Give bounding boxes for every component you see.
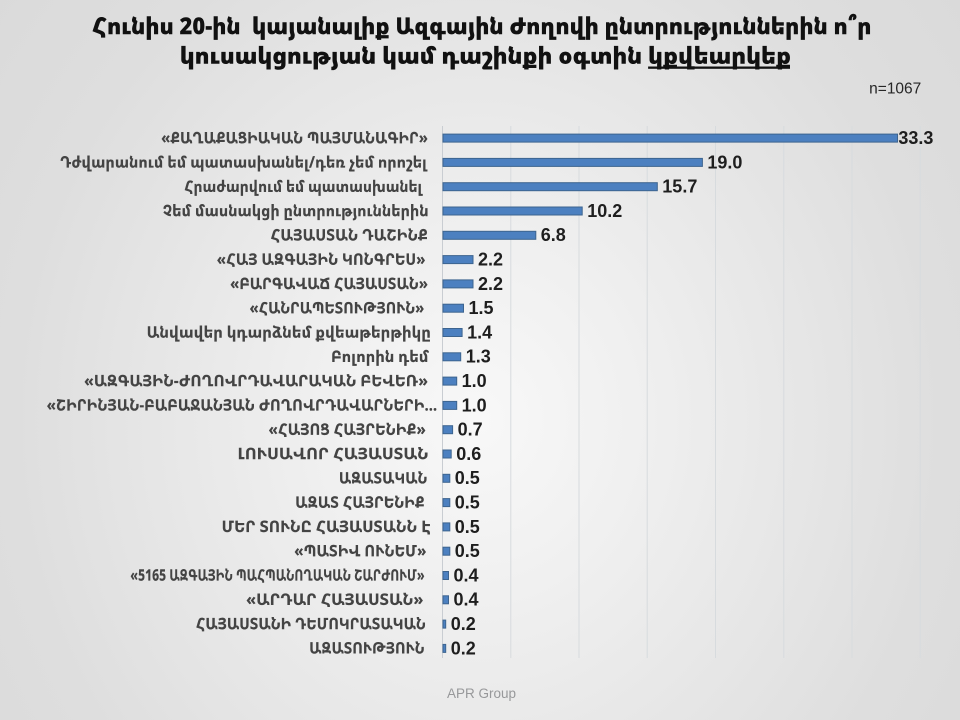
- svg-text:2.2: 2.2: [478, 250, 503, 270]
- svg-text:0.5: 0.5: [455, 493, 480, 513]
- svg-text:1.0: 1.0: [462, 371, 487, 391]
- svg-text:0.2: 0.2: [451, 638, 476, 658]
- svg-text:0.4: 0.4: [454, 590, 479, 610]
- svg-text:0.2: 0.2: [451, 614, 476, 634]
- svg-text:1.4: 1.4: [467, 322, 492, 342]
- svg-text:10.2: 10.2: [587, 201, 622, 221]
- svg-text:0.7: 0.7: [458, 420, 483, 440]
- svg-text:19.0: 19.0: [707, 152, 742, 172]
- svg-text:n=1067: n=1067: [869, 80, 921, 97]
- svg-text:15.7: 15.7: [662, 177, 697, 197]
- svg-text:6.8: 6.8: [541, 225, 566, 245]
- svg-text:0.5: 0.5: [455, 517, 480, 537]
- svg-text:1.3: 1.3: [466, 347, 491, 367]
- svg-text:APR Group: APR Group: [447, 686, 516, 701]
- svg-text:0.6: 0.6: [456, 444, 481, 464]
- svg-text:33.3: 33.3: [898, 128, 933, 148]
- svg-text:2.2: 2.2: [478, 274, 503, 294]
- svg-text:0.4: 0.4: [454, 565, 479, 585]
- svg-text:0.5: 0.5: [455, 468, 480, 488]
- svg-text:1.0: 1.0: [462, 395, 487, 415]
- svg-text:0.5: 0.5: [455, 541, 480, 561]
- svg-text:1.5: 1.5: [469, 298, 494, 318]
